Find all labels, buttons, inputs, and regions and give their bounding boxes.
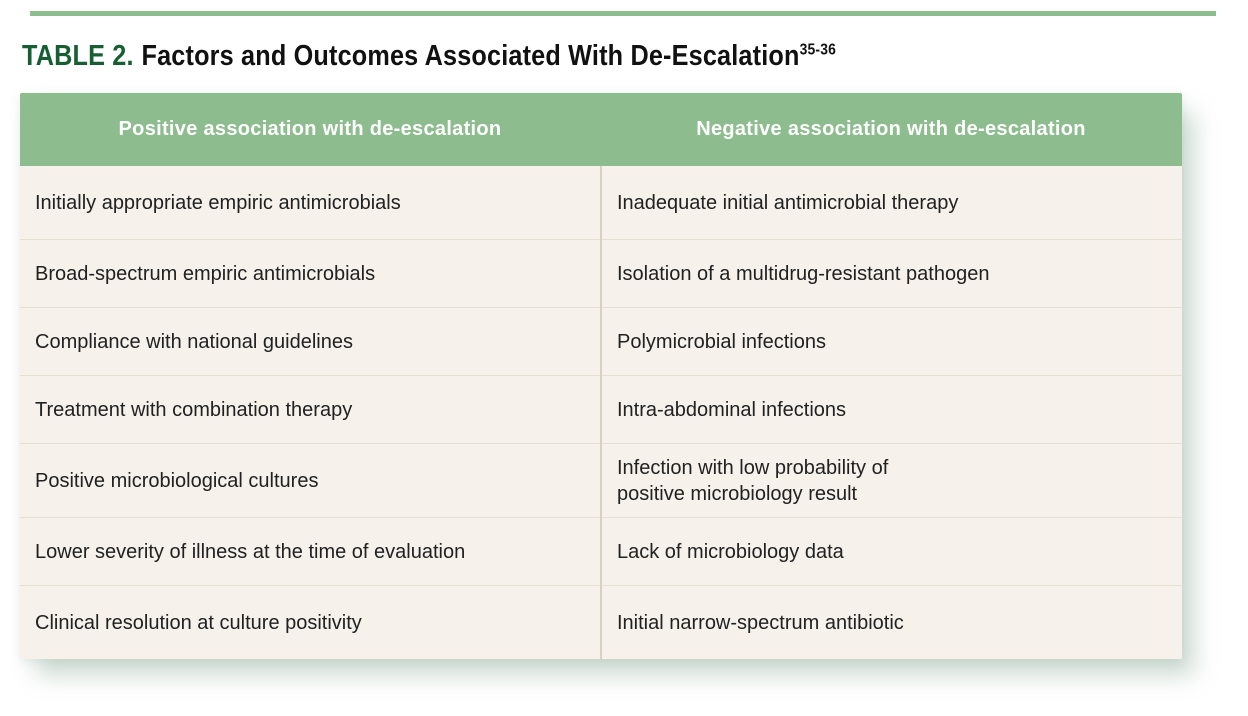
cell-negative: Inadequate initial antimicrobial therapy: [617, 191, 959, 214]
cell-negative: Infection with low probability of positi…: [617, 456, 889, 505]
table-row: Initially appropriate empiric antimicrob…: [20, 166, 1182, 239]
top-accent-rule: [30, 11, 1216, 16]
cell-positive: Treatment with combination therapy: [35, 398, 353, 421]
cell-negative: Polymicrobial infections: [617, 330, 826, 353]
cell-negative: Isolation of a multidrug-resistant patho…: [617, 262, 990, 285]
table-body: Initially appropriate empiric antimicrob…: [20, 166, 1182, 659]
cell-negative: Initial narrow-spectrum antibiotic: [617, 611, 904, 634]
cell-negative: Lack of microbiology data: [617, 540, 844, 563]
cell-positive: Lower severity of illness at the time of…: [35, 540, 466, 563]
cell-positive: Compliance with national guidelines: [35, 330, 353, 353]
table-row: Clinical resolution at culture positivit…: [20, 585, 1182, 659]
table-row: Compliance with national guidelines Poly…: [20, 307, 1182, 375]
cell-positive: Initially appropriate empiric antimicrob…: [35, 191, 401, 214]
table-row: Treatment with combination therapy Intra…: [20, 375, 1182, 443]
table-card: Positive association with de-escalation …: [20, 93, 1182, 659]
cell-positive: Positive microbiological cultures: [35, 469, 319, 492]
column-divider: [600, 166, 602, 659]
cell-positive: Broad-spectrum empiric antimicrobials: [35, 262, 376, 285]
cell-negative: Intra-abdominal infections: [617, 398, 847, 421]
table-caption: TABLE 2. Factors and Outcomes Associated …: [22, 40, 1222, 73]
column-header-negative: Negative association with de-escalation: [696, 118, 1086, 140]
cell-positive: Clinical resolution at culture positivit…: [35, 611, 362, 634]
table-header-row: Positive association with de-escalation …: [20, 93, 1182, 166]
table-number-label: TABLE 2.: [22, 40, 134, 72]
column-header-positive: Positive association with de-escalation: [118, 118, 502, 140]
table-title: Factors and Outcomes Associated With De-…: [141, 40, 800, 72]
title-citation-superscript: 35-36: [799, 41, 837, 59]
